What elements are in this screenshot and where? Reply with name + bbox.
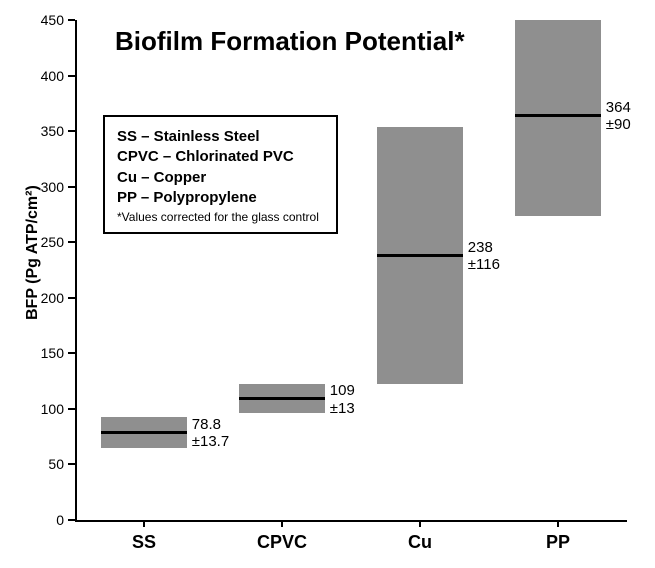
mean-line — [239, 397, 325, 400]
value-label: 109±13 — [330, 382, 355, 417]
y-tick-label: 450 — [28, 13, 64, 27]
value-error: ±13.7 — [192, 433, 229, 450]
x-tick — [143, 520, 145, 527]
chart-title: Biofilm Formation Potential* — [115, 26, 465, 57]
x-tick-label: SS — [75, 533, 213, 551]
legend-line: CPVC – Chlorinated PVC — [117, 147, 324, 167]
chart-container: Biofilm Formation Potential* BFP (Pg ATP… — [0, 0, 655, 568]
x-tick-label: Cu — [351, 533, 489, 551]
y-tick — [68, 130, 75, 132]
y-tick — [68, 408, 75, 410]
legend-line: Cu – Copper — [117, 168, 324, 188]
value-mean: 78.8 — [192, 416, 221, 433]
value-label: 364±90 — [606, 99, 631, 134]
y-tick-label: 300 — [28, 180, 64, 194]
y-tick-label: 100 — [28, 402, 64, 416]
y-tick-label: 150 — [28, 346, 64, 360]
y-axis — [75, 20, 77, 520]
y-tick — [68, 352, 75, 354]
y-tick — [68, 75, 75, 77]
mean-line — [377, 254, 463, 257]
y-tick-label: 200 — [28, 291, 64, 305]
mean-line — [101, 431, 187, 434]
value-mean: 364 — [606, 99, 631, 116]
value-error: ±13 — [330, 400, 355, 417]
y-tick-label: 400 — [28, 69, 64, 83]
y-tick — [68, 241, 75, 243]
y-tick-label: 250 — [28, 235, 64, 249]
x-tick-label: CPVC — [213, 533, 351, 551]
legend-line: PP – Polypropylene — [117, 188, 324, 208]
y-tick — [68, 19, 75, 21]
x-tick — [419, 520, 421, 527]
x-tick — [281, 520, 283, 527]
y-tick-label: 50 — [28, 457, 64, 471]
y-tick — [68, 463, 75, 465]
y-tick-label: 0 — [28, 513, 64, 527]
value-label: 78.8±13.7 — [192, 416, 229, 451]
value-mean: 238 — [468, 239, 493, 256]
value-label: 238±116 — [468, 239, 500, 274]
y-tick-label: 350 — [28, 124, 64, 138]
legend-box: SS – Stainless SteelCPVC – Chlorinated P… — [103, 115, 338, 234]
x-tick — [557, 520, 559, 527]
value-mean: 109 — [330, 382, 355, 399]
x-axis — [75, 520, 627, 522]
value-error: ±90 — [606, 116, 631, 133]
x-tick-label: PP — [489, 533, 627, 551]
legend-line: SS – Stainless Steel — [117, 127, 324, 147]
y-tick — [68, 297, 75, 299]
y-tick — [68, 519, 75, 521]
value-error: ±116 — [468, 256, 500, 273]
range-bar — [515, 20, 601, 216]
mean-line — [515, 114, 601, 117]
y-tick — [68, 186, 75, 188]
legend-note: *Values corrected for the glass control — [117, 210, 324, 224]
